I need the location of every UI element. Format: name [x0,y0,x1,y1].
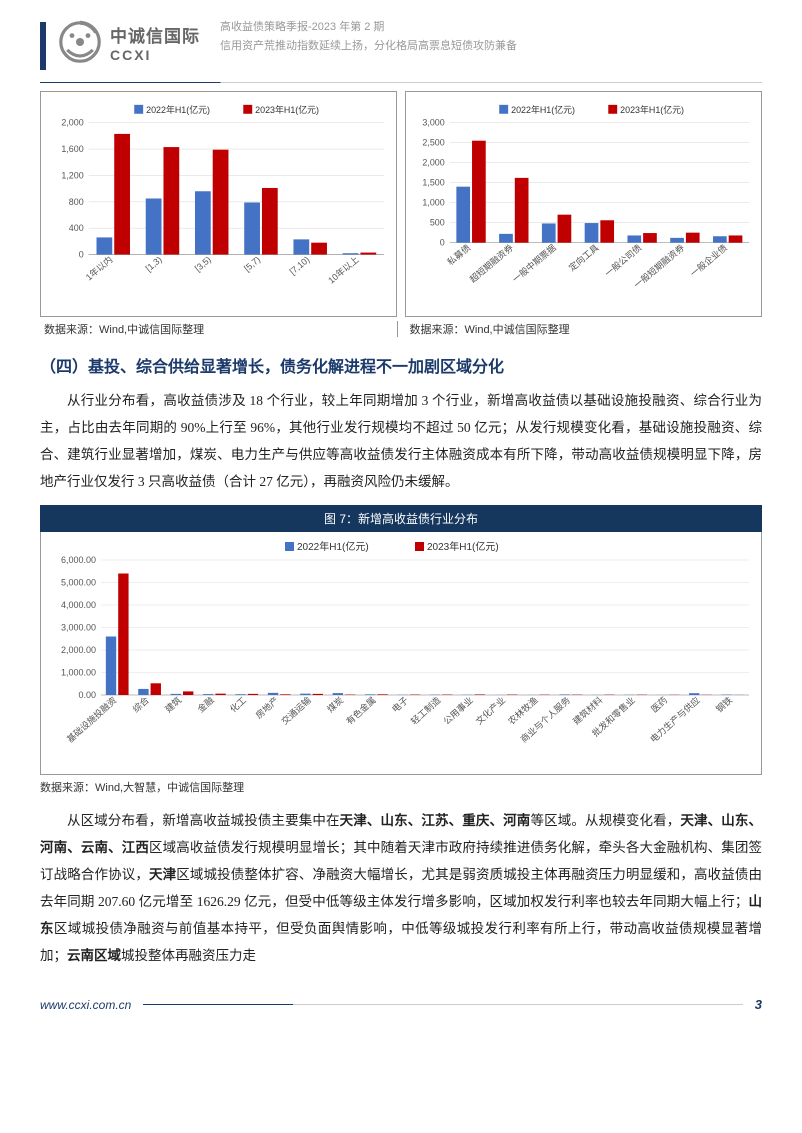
svg-text:400: 400 [69,223,84,233]
svg-text:1,000.00: 1,000.00 [61,668,96,678]
chart-right-source: 数据来源：Wind,中诚信国际整理 [397,321,763,337]
svg-text:有色金属: 有色金属 [344,694,378,726]
fig7-title: 图 7：新增高收益债行业分布 [40,505,762,532]
svg-text:800: 800 [69,197,84,207]
svg-text:交通运输: 交通运输 [279,694,313,726]
svg-text:[1,3): [1,3) [144,254,164,273]
svg-text:2023年H1(亿元): 2023年H1(亿元) [255,104,319,115]
svg-text:0: 0 [79,250,84,260]
svg-text:2022年H1(亿元): 2022年H1(亿元) [297,540,369,553]
header-accent-bar [40,22,46,70]
svg-text:3,000: 3,000 [422,118,444,128]
logo-block: 中诚信国际 CCXI [56,18,200,66]
svg-text:1,200: 1,200 [61,170,83,180]
svg-text:金融: 金融 [195,694,216,714]
fig7-chart-box: 0.00 1,000.00 2,000.00 3,000.00 4,000.00 5,00… [40,532,762,775]
chart-left-source: 数据来源：Wind,中诚信国际整理 [40,321,397,337]
svg-text:2,000.00: 2,000.00 [61,645,96,655]
svg-text:1年以内: 1年以内 [83,254,114,283]
svg-text:定向工具: 定向工具 [566,242,600,273]
svg-text:5,000.00: 5,000.00 [61,578,96,588]
header-line2: 信用资产荒推动指数延续上扬，分化格局高票息短债攻防兼备 [220,37,762,56]
svg-text:一般企业债: 一般企业债 [688,242,729,279]
logo-text-en: CCXI [110,47,200,63]
svg-text:煤炭: 煤炭 [325,694,346,714]
svg-text:0: 0 [440,238,445,248]
svg-text:0.00: 0.00 [78,690,96,700]
svg-text:2,000: 2,000 [422,158,444,168]
region-para: 从区域分布看，新增高收益城投债主要集中在天津、山东、江苏、重庆、河南等区域。从规… [40,807,762,969]
svg-text:综合: 综合 [130,694,151,714]
svg-text:公用事业: 公用事业 [441,694,475,726]
svg-text:1,000: 1,000 [422,198,444,208]
top-charts-row: 0 400 800 1,200 1,600 2,000 1年以内 [1,3) [3,5) [5,7… [0,91,802,317]
svg-text:1,600: 1,600 [61,144,83,154]
header-subtitle: 高收益债策略季报-2023 年第 2 期 信用资产荒推动指数延续上扬，分化格局高… [220,18,762,55]
svg-text:建筑: 建筑 [163,694,184,714]
svg-text:2,500: 2,500 [422,138,444,148]
svg-text:房地产: 房地产 [253,694,280,720]
svg-text:[5,7): [5,7) [242,254,262,273]
section-4-heading: （四）基投、综合供给显著增长，债务化解进程不一加剧区域分化 [40,353,762,377]
footer-divider [143,1004,742,1005]
svg-text:[7,10): [7,10) [288,254,312,276]
chart-left-tenor: 0 400 800 1,200 1,600 2,000 1年以内 [1,3) [3,5) [5,7… [40,91,397,317]
section-4-para1: 从行业分布看，高收益债涉及 18 个行业，较上年同期增加 3 个行业，新增高收益… [40,387,762,495]
header-line1: 高收益债策略季报-2023 年第 2 期 [220,18,762,37]
svg-text:10年以上: 10年以上 [326,254,361,286]
svg-text:一般中期票据: 一般中期票据 [510,242,558,285]
footer-url: www.ccxi.com.cn [40,998,131,1012]
svg-text:基础设施投融资: 基础设施投融资 [64,694,118,744]
svg-text:3,000.00: 3,000.00 [61,623,96,633]
page-footer: www.ccxi.com.cn 3 [0,989,802,1030]
svg-text:超短期融资券: 超短期融资券 [467,242,515,285]
ccxi-logo-icon [56,18,104,66]
svg-text:钢铁: 钢铁 [713,694,734,714]
top-charts-source-row: 数据来源：Wind,中诚信国际整理 数据来源：Wind,中诚信国际整理 [40,321,762,337]
svg-text:2023年H1(亿元): 2023年H1(亿元) [427,540,499,553]
footer-page-number: 3 [755,997,762,1012]
fig7-source: 数据来源：Wind,大智慧，中诚信国际整理 [40,779,762,795]
svg-text:私募债: 私募债 [445,242,473,268]
svg-text:电子: 电子 [389,694,410,714]
svg-text:轻工制造: 轻工制造 [408,694,442,726]
svg-text:2022年H1(亿元): 2022年H1(亿元) [511,104,575,115]
svg-text:2023年H1(亿元): 2023年H1(亿元) [620,104,684,115]
svg-text:一般公司债: 一般公司债 [602,242,643,279]
svg-text:4,000.00: 4,000.00 [61,600,96,610]
logo-text-cn: 中诚信国际 [110,22,200,47]
svg-text:医药: 医药 [649,695,669,714]
svg-text:[3,5): [3,5) [193,254,213,273]
svg-text:2,000: 2,000 [61,118,83,128]
svg-text:500: 500 [430,218,445,228]
svg-text:1,500: 1,500 [422,178,444,188]
page-header: 中诚信国际 CCXI 高收益债策略季报-2023 年第 2 期 信用资产荒推动指… [0,0,802,82]
svg-text:6,000.00: 6,000.00 [61,555,96,565]
svg-text:文化产业: 文化产业 [473,694,507,726]
header-divider [40,82,762,83]
svg-text:化工: 化工 [227,694,248,714]
chart-right-type: 05001,0001,5002,0002,5003,000私募债超短期融资券一般… [405,91,762,317]
svg-text:2022年H1(亿元): 2022年H1(亿元) [146,104,210,115]
